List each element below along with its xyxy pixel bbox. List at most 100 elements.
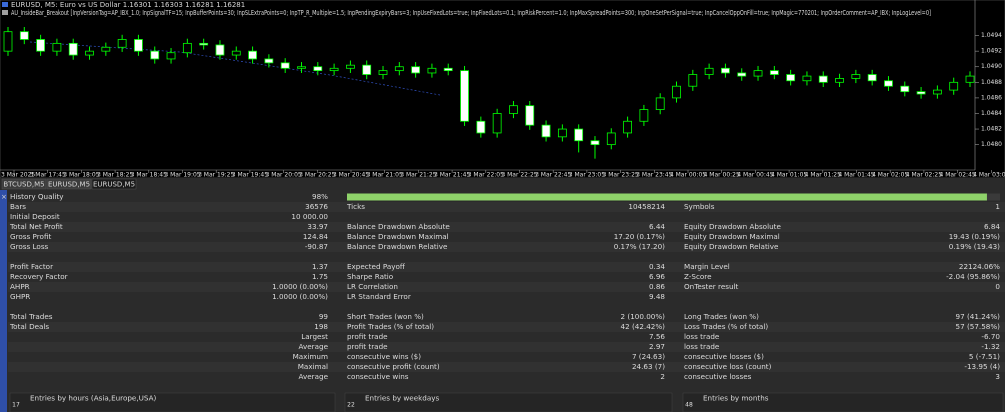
time-label: 3 Mar 17:45 xyxy=(30,172,66,179)
tab[interactable] xyxy=(1,178,47,190)
candle-body xyxy=(248,50,257,60)
row-stripe xyxy=(8,242,1005,252)
tab-label[interactable]: BTCUSD,M5 xyxy=(3,181,44,189)
candle-body xyxy=(150,50,160,60)
candle-body xyxy=(264,58,274,64)
candle-body xyxy=(704,67,714,75)
report-label: Total Deals xyxy=(9,322,49,331)
candle-body xyxy=(769,70,779,75)
price-label: 1.0492 xyxy=(981,48,1002,55)
report-label: GHPR xyxy=(10,292,30,301)
report-value: 6.84 xyxy=(984,222,1000,231)
report-label: Bars xyxy=(10,202,26,211)
report-label: Profit Factor xyxy=(10,262,53,271)
report-value: 33.97 xyxy=(307,222,328,231)
report-label: loss trade xyxy=(684,342,720,351)
candle-body xyxy=(786,74,796,82)
panel-title: Entries by hours (Asia,Europe,USA) xyxy=(30,394,156,403)
report-value: 5 (-7.51) xyxy=(969,352,1000,361)
candle-body xyxy=(639,109,649,122)
report-value: 0 xyxy=(995,282,1000,291)
report-label: Balance Drawdown Absolute xyxy=(347,222,450,231)
report-value: 57 (57.58%) xyxy=(956,322,1001,331)
report-label: Initial Deposit xyxy=(10,212,60,221)
report-label: Maximum xyxy=(293,352,328,361)
report-label: Short Trades (won %) xyxy=(347,312,424,321)
time-label: 3 Mar 20:25 xyxy=(299,172,335,179)
report-value: 198 xyxy=(314,322,328,331)
report-label: Gross Loss xyxy=(10,242,49,251)
report-value: 0.19% (19.43) xyxy=(949,242,1000,251)
row-stripe xyxy=(8,282,1005,292)
time-label: 3 Mar 19:25 xyxy=(198,172,234,179)
candle-body xyxy=(900,85,910,93)
report-value: 2.97 xyxy=(649,342,665,351)
time-label: 4 Mar 01:45 xyxy=(838,172,874,179)
report-value: -2.04 (95.86%) xyxy=(946,272,1000,281)
report-label: consecutive losses xyxy=(684,372,752,381)
candle-body xyxy=(574,128,584,142)
close-button[interactable]: × xyxy=(1,193,7,201)
candle-body xyxy=(199,42,209,46)
trade-line xyxy=(29,41,441,96)
report-value: -6.70 xyxy=(981,332,1000,341)
row-stripe xyxy=(8,222,1005,232)
time-label: 4 Mar 02:25 xyxy=(906,172,942,179)
candle-body xyxy=(802,75,812,82)
report-value: 6.96 xyxy=(649,272,665,281)
tab[interactable] xyxy=(91,178,137,190)
stats-panel xyxy=(344,392,673,412)
report-value: 1 xyxy=(995,202,1000,211)
tab-label[interactable]: EURUSD,M5 xyxy=(48,181,90,189)
candle-body xyxy=(476,120,486,134)
candle-body xyxy=(655,97,665,110)
candle-body xyxy=(280,62,290,69)
report-label: consecutive wins xyxy=(347,372,409,381)
expert-name: AU_InsideBar_Breakout [InpVersionTag=AP_… xyxy=(11,9,931,17)
candle-body xyxy=(623,120,632,134)
time-label: 3 Mar 23:05 xyxy=(569,172,605,179)
report-label: Ticks xyxy=(346,202,365,211)
candle-body xyxy=(672,85,681,99)
candle-body xyxy=(427,67,437,74)
time-label: 3 Mar 23:25 xyxy=(602,172,638,179)
report-value: 17.20 (0.17%) xyxy=(614,232,665,241)
candle-body xyxy=(590,140,600,146)
tab-bar xyxy=(0,178,1005,190)
candle-body xyxy=(509,105,518,114)
report-label: Largest xyxy=(301,332,328,341)
candle-body xyxy=(411,66,421,74)
row-stripe xyxy=(8,362,1005,372)
price-label: 1.0484 xyxy=(981,110,1002,117)
report-label: Expected Payoff xyxy=(347,262,406,271)
time-label: 3 Mar 21:45 xyxy=(434,172,470,179)
report-label: Profit Trades (% of total) xyxy=(347,322,434,331)
time-label: 3 Mar 21:25 xyxy=(400,172,436,179)
candle-body xyxy=(932,89,942,95)
report-label: consecutive profit (count) xyxy=(347,362,440,371)
price-label: 1.0486 xyxy=(981,94,1002,101)
candle-body xyxy=(721,67,730,74)
tab-label[interactable]: EURUSD,M5 xyxy=(93,181,135,189)
report-value: 10 000.00 xyxy=(291,212,328,221)
time-label: 3 Mar 22:45 xyxy=(535,172,571,179)
tab[interactable] xyxy=(46,178,92,190)
report-label: profit trade xyxy=(347,332,388,341)
report-label: LR Standard Error xyxy=(347,292,411,301)
candle-body xyxy=(965,75,975,83)
time-label: 3 Mar 2025 xyxy=(1,172,35,179)
candle-body xyxy=(884,80,893,87)
candle-body xyxy=(182,42,192,54)
time-label: 4 Mar 02:05 xyxy=(872,172,908,179)
report-value: 2 (100.00%) xyxy=(621,312,666,321)
candle-body xyxy=(329,67,339,72)
report-label: consecutive loss (count) xyxy=(684,362,772,371)
candle-body xyxy=(949,81,959,91)
candle-body xyxy=(541,124,551,138)
candle-body xyxy=(3,31,13,52)
candle-body xyxy=(606,132,616,146)
report-label: consecutive wins ($) xyxy=(347,352,421,361)
report-value: 42 (42.42%) xyxy=(621,322,666,331)
candle-body xyxy=(68,42,78,56)
time-label: 3 Mar 19:05 xyxy=(164,172,200,179)
